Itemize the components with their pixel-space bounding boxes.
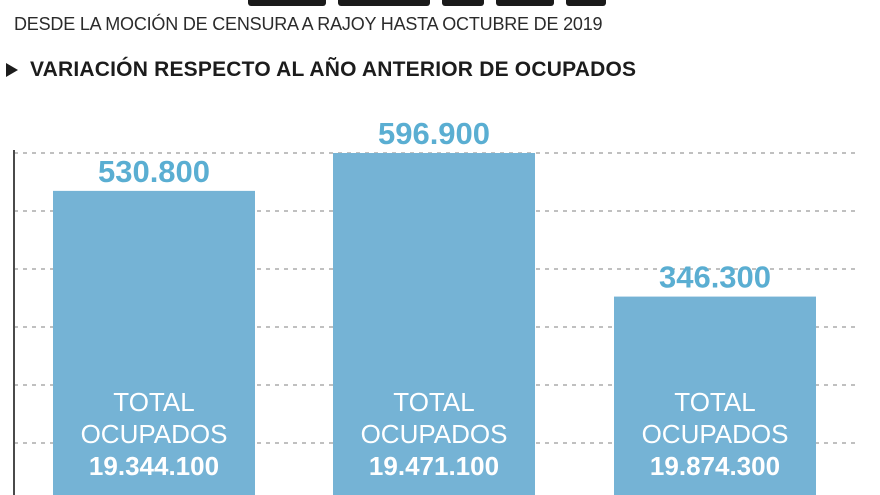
bar-inner-value-1: 19.344.100 bbox=[89, 451, 219, 481]
bar-inner-total-1: TOTAL bbox=[113, 387, 194, 417]
bar-inner-total-2: TOTAL bbox=[393, 387, 474, 417]
bar-value-label-3: 346.300 bbox=[659, 260, 771, 295]
cropped-headline bbox=[0, 0, 880, 8]
bar-inner-value-2: 19.471.100 bbox=[369, 451, 499, 481]
bar-value-label-1: 530.800 bbox=[98, 154, 210, 189]
bar-1 bbox=[53, 190, 255, 495]
section-heading: VARIACIÓN RESPECTO AL AÑO ANTERIOR DE OC… bbox=[6, 58, 636, 82]
bar-3 bbox=[614, 296, 816, 495]
chart-title: VARIACIÓN RESPECTO AL AÑO ANTERIOR DE OC… bbox=[30, 58, 637, 81]
triangle-bullet-icon bbox=[6, 63, 18, 77]
bar-inner-value-3: 19.874.300 bbox=[650, 451, 780, 481]
bar-inner-ocupados-2: OCUPADOS bbox=[361, 419, 508, 449]
bar-2 bbox=[333, 153, 535, 495]
chart-subtitle: DESDE LA MOCIÓN DE CENSURA A RAJOY HASTA… bbox=[14, 14, 603, 34]
bar-inner-ocupados-3: OCUPADOS bbox=[642, 419, 789, 449]
bar-inner-total-3: TOTAL bbox=[674, 387, 755, 417]
bar-inner-ocupados-1: OCUPADOS bbox=[81, 419, 228, 449]
bar-value-label-2: 596.900 bbox=[378, 116, 490, 151]
